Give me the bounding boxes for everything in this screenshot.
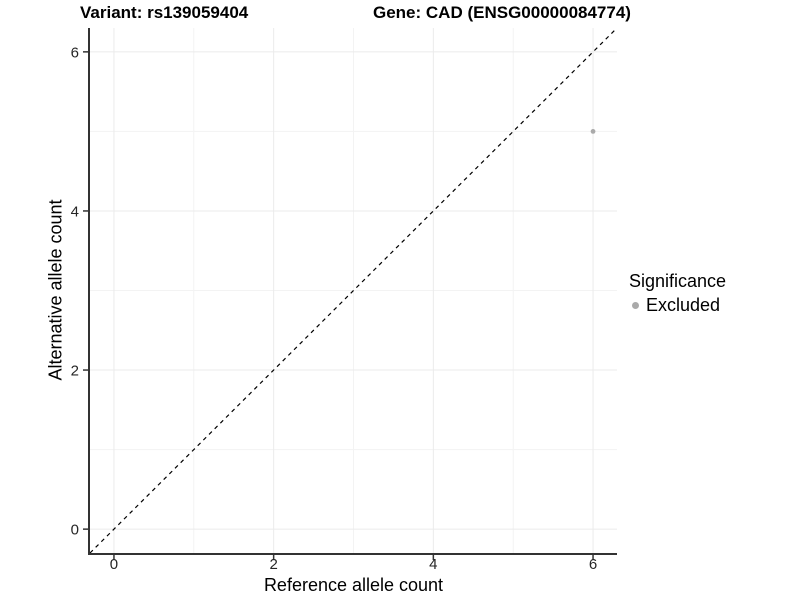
x-tick-label: 2 [269,556,277,573]
plot-panel: 0 2 4 6 0 2 4 6 [71,27,618,573]
legend: Significance Excluded [629,271,726,316]
legend-title: Significance [629,271,727,291]
x-tick-label: 6 [589,556,597,573]
legend-point-icon [632,302,639,309]
y-tick-label: 2 [71,363,79,380]
plot-title-variant: Variant: rs139059404 [80,3,249,22]
identity-line [89,27,618,554]
y-axis-title: Alternative allele count [45,199,66,381]
x-axis-title: Reference allele count [263,575,444,595]
y-tick-label: 4 [71,203,79,220]
plot-title-gene: Gene: CAD (ENSG00000084774) [373,3,631,22]
x-tick-label: 0 [110,556,118,573]
y-tick-label: 6 [71,44,79,61]
legend-item-excluded: Excluded [629,295,726,316]
x-tick-label: 4 [429,556,437,573]
data-point [590,129,596,134]
y-tick-label: 0 [71,522,79,539]
legend-item-label: Excluded [646,295,721,315]
